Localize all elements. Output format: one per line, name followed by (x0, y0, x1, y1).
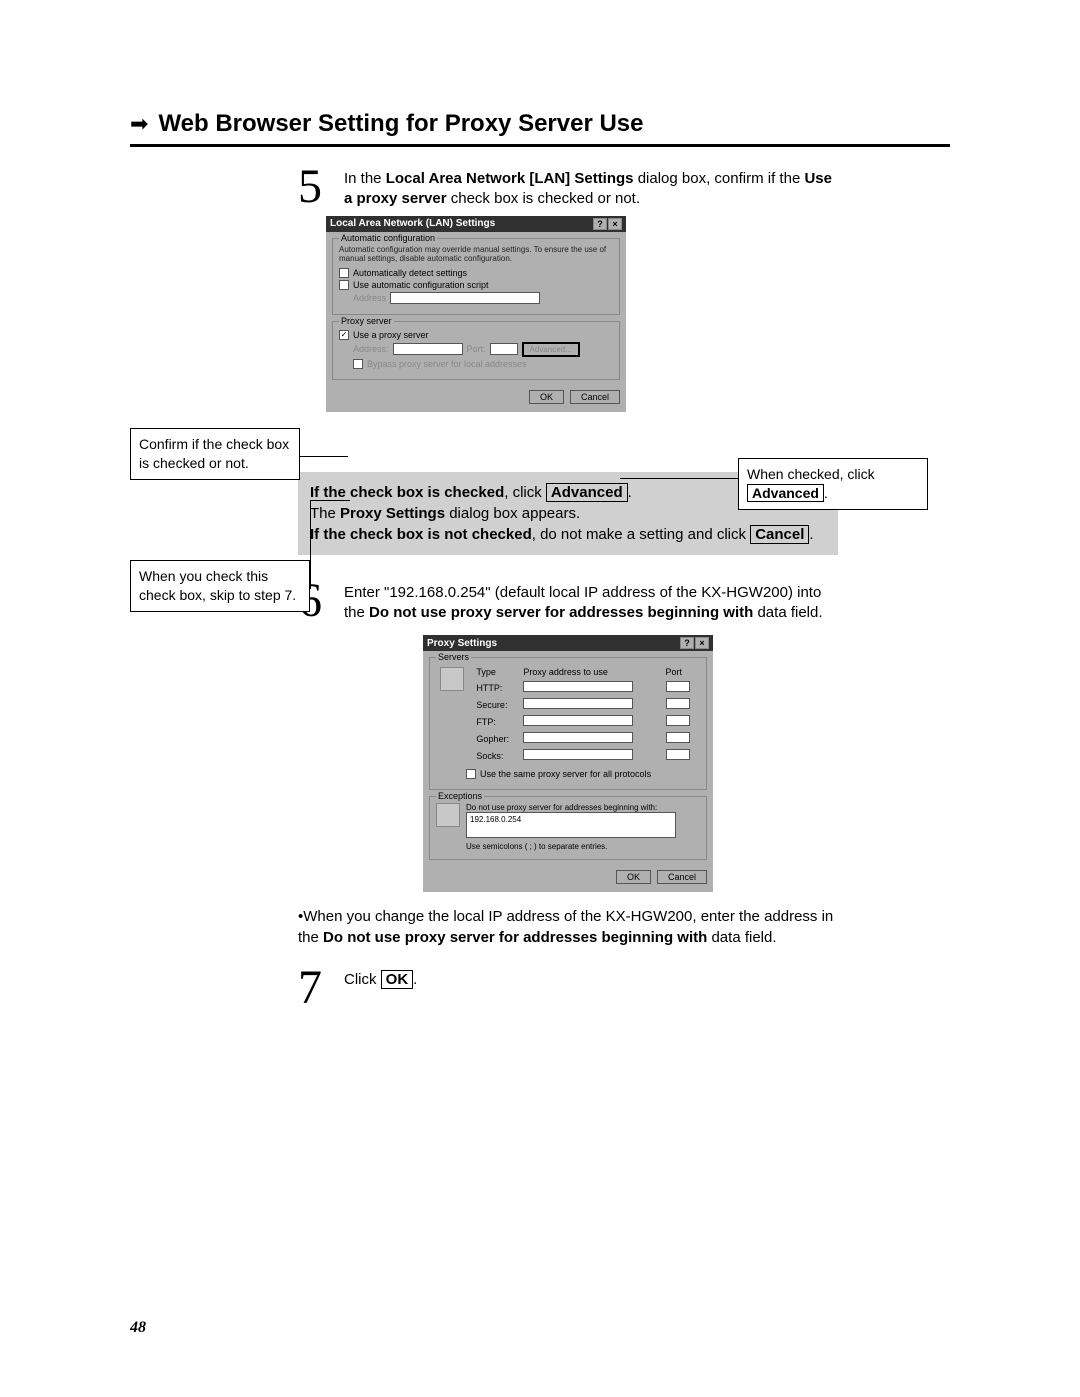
step-5-text: In the Local Area Network [LAN] Settings… (344, 165, 838, 210)
auto-script-checkbox[interactable] (339, 280, 349, 290)
ftp-port-input[interactable] (666, 715, 690, 726)
arrow-icon: ➡ (130, 111, 148, 137)
ok-button[interactable]: OK (529, 390, 564, 404)
step-7-text: Click OK. (344, 966, 417, 1009)
callout-line (620, 478, 738, 479)
http-port-input[interactable] (666, 681, 690, 692)
ok-button[interactable]: OK (616, 870, 651, 884)
auto-config-fieldset: Automatic configuration Automatic config… (332, 238, 620, 315)
same-proxy-checkbox[interactable] (466, 769, 476, 779)
callout-advanced: When checked, click Advanced. (738, 458, 928, 510)
help-icon[interactable]: ? (593, 218, 607, 230)
step-number: 7 (298, 966, 332, 1009)
close-icon[interactable]: × (608, 218, 622, 230)
callout-confirm: Confirm if the check box is checked or n… (130, 428, 300, 480)
advanced-button[interactable]: Advanced... (522, 342, 580, 357)
auto-detect-checkbox[interactable] (339, 268, 349, 278)
step-number: 5 (298, 165, 332, 210)
use-proxy-checkbox[interactable] (339, 330, 349, 340)
step-7: 7 Click OK. (298, 966, 838, 1009)
secure-port-input[interactable] (666, 698, 690, 709)
dialog-title: Proxy Settings (427, 638, 497, 649)
proxy-port-input[interactable] (490, 343, 518, 355)
callout-line (310, 500, 311, 588)
step-6: 6 Enter "192.168.0.254" (default local I… (298, 579, 838, 624)
proxy-settings-dialog: Proxy Settings ? × Servers Type Proxy ad… (423, 635, 713, 892)
exceptions-fieldset: Exceptions Do not use proxy server for a… (429, 796, 707, 860)
gopher-address-input[interactable] (523, 732, 633, 743)
proxy-address-input[interactable] (393, 343, 463, 355)
page-number: 48 (130, 1319, 146, 1337)
exceptions-icon (436, 803, 460, 827)
callout-skip: When you check this check box, skip to s… (130, 560, 310, 612)
http-address-input[interactable] (523, 681, 633, 692)
page-heading-row: ➡ Web Browser Setting for Proxy Server U… (130, 110, 950, 138)
servers-fieldset: Servers Type Proxy address to use Port H… (429, 657, 707, 790)
auto-address-input[interactable] (390, 292, 540, 304)
gopher-port-input[interactable] (666, 732, 690, 743)
dialog-title: Local Area Network (LAN) Settings (330, 218, 495, 229)
page-title: Web Browser Setting for Proxy Server Use (158, 110, 643, 138)
callout-line (310, 500, 350, 501)
lan-settings-dialog: Local Area Network (LAN) Settings ? × Au… (326, 216, 626, 412)
step6-note: •When you change the local IP address of… (298, 906, 838, 948)
step-6-text: Enter "192.168.0.254" (default local IP … (344, 579, 838, 624)
callout-line (300, 456, 348, 457)
exceptions-input[interactable]: 192.168.0.254 (466, 812, 676, 838)
step-5: 5 In the Local Area Network [LAN] Settin… (298, 165, 838, 210)
close-icon[interactable]: × (695, 637, 709, 649)
socks-port-input[interactable] (666, 749, 690, 760)
cancel-button[interactable]: Cancel (570, 390, 620, 404)
dialog-titlebar: Local Area Network (LAN) Settings ? × (326, 216, 626, 232)
ftp-address-input[interactable] (523, 715, 633, 726)
cancel-button[interactable]: Cancel (657, 870, 707, 884)
help-icon[interactable]: ? (680, 637, 694, 649)
secure-address-input[interactable] (523, 698, 633, 709)
socks-address-input[interactable] (523, 749, 633, 760)
callout-line (310, 588, 311, 589)
heading-rule (130, 144, 950, 147)
servers-icon (440, 667, 464, 691)
proxy-server-fieldset: Proxy server Use a proxy server Address:… (332, 321, 620, 380)
dialog-titlebar: Proxy Settings ? × (423, 635, 713, 651)
bypass-local-checkbox[interactable] (353, 359, 363, 369)
